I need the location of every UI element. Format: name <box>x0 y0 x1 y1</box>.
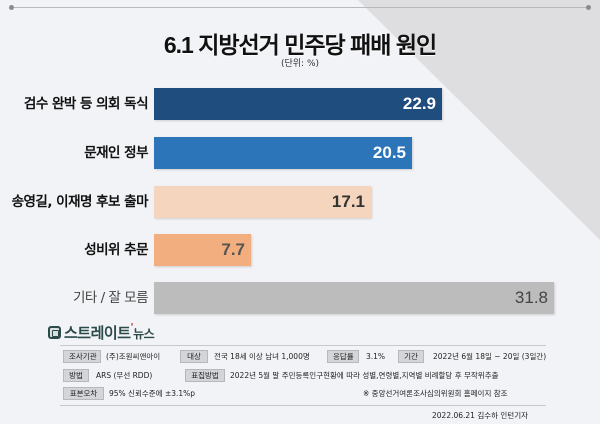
rule-dot-right-icon <box>586 5 591 10</box>
period-tag: 기간 <box>398 350 424 363</box>
bar-row: 기타 / 잘 모름 31.8 <box>0 282 600 314</box>
sampling-value: 2022년 5월 말 주민등록인구현황에 따라 성별,연령별,지역별 비례할당 … <box>230 371 499 380</box>
logo-accent-icon: ' <box>130 321 134 333</box>
logo-name-tail: 뉴스 <box>133 326 155 341</box>
bar: 20.5 <box>154 137 412 169</box>
bar-label: 문재인 정부 <box>84 145 148 161</box>
bar: 7.7 <box>154 234 251 266</box>
bar-value: 31.8 <box>514 288 548 307</box>
response-rate-tag: 응답률 <box>327 350 359 363</box>
bar-value: 17.1 <box>331 192 365 211</box>
bar: 17.1 <box>154 186 371 218</box>
method-value: ARS (무선 RDD) <box>96 371 153 380</box>
rule-dot-left-icon <box>9 5 14 10</box>
bar-value: 20.5 <box>372 143 406 162</box>
sampling-error-value: 95% 신뢰수준에 ±3.1%p <box>109 389 196 398</box>
sampling-tag: 표집방법 <box>185 369 225 382</box>
bar-row: 송영길, 이재명 후보 출마 17.1 <box>0 186 600 218</box>
target-tag: 대상 <box>180 350 208 363</box>
unit-label: (단위: %) <box>280 59 320 69</box>
logo-text: 스트레이트'뉴스 <box>64 321 155 343</box>
bar-label: 성비위 추문 <box>84 242 148 258</box>
reference-note: ※ 중앙선거여론조사심의위원회 홈페이지 참조 <box>363 389 508 398</box>
footer-divider-top <box>60 345 546 346</box>
logo-name-main: 스트레이트 <box>64 323 131 342</box>
bar-value: 22.9 <box>402 94 436 113</box>
bar-label: 기타 / 잘 모름 <box>72 290 149 306</box>
bar-row: 검수 완박 등 의회 독식 22.9 <box>0 88 600 120</box>
target-value: 전국 18세 이상 남녀 1,000명 <box>214 352 310 361</box>
footer-divider-bottom <box>60 405 546 406</box>
survey-org-tag: 조사기관 <box>63 350 101 363</box>
response-rate-value: 3.1% <box>366 352 386 361</box>
chart-title: 6.1 지방선거 민주당 패배 원인 <box>163 32 437 58</box>
logo-mark-icon <box>48 325 61 339</box>
publisher-logo: 스트레이트'뉴스 <box>48 321 155 343</box>
bar: 22.9 <box>154 88 442 120</box>
method-tag: 방법 <box>63 369 89 382</box>
period-value: 2022년 6월 18일 ~ 20일 (3일간) <box>433 352 547 361</box>
bar-row: 문재인 정부 20.5 <box>0 137 600 169</box>
bar: 31.8 <box>154 282 554 314</box>
survey-org-value: (주)조원씨앤아이 <box>106 352 161 361</box>
bar-label: 검수 완박 등 의회 독식 <box>23 96 149 112</box>
top-rule <box>11 7 589 8</box>
sampling-error-tag: 표본오차 <box>63 387 104 400</box>
bar-label: 송영길, 이재명 후보 출마 <box>11 194 149 210</box>
byline: 2022.06.21 김수하 인턴기자 <box>432 411 529 420</box>
bar-row: 성비위 추문 7.7 <box>0 234 600 266</box>
bar-value: 7.7 <box>221 240 245 259</box>
